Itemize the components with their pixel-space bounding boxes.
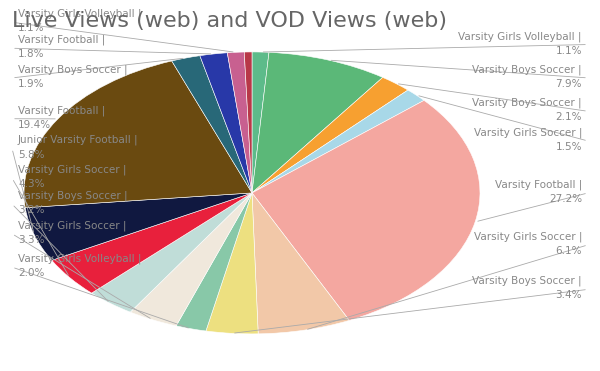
Wedge shape <box>227 52 252 193</box>
Text: 6.1%: 6.1% <box>556 246 582 256</box>
Wedge shape <box>172 56 252 193</box>
Wedge shape <box>176 193 252 331</box>
Wedge shape <box>130 193 252 326</box>
Text: 3.2%: 3.2% <box>18 205 44 215</box>
Wedge shape <box>92 193 252 312</box>
Text: 3.4%: 3.4% <box>556 290 582 301</box>
Wedge shape <box>244 52 252 193</box>
Text: 1.5%: 1.5% <box>556 142 582 152</box>
Text: Varsity Girls Soccer |: Varsity Girls Soccer | <box>473 232 582 242</box>
Wedge shape <box>24 61 252 208</box>
Text: Varsity Boys Soccer |: Varsity Boys Soccer | <box>18 65 128 75</box>
Text: Varsity Girls Volleyball |: Varsity Girls Volleyball | <box>18 254 142 264</box>
Wedge shape <box>252 52 269 193</box>
Wedge shape <box>200 53 252 193</box>
Wedge shape <box>252 78 408 193</box>
Wedge shape <box>252 52 383 193</box>
Text: 1.9%: 1.9% <box>18 79 44 89</box>
Wedge shape <box>252 101 480 321</box>
Text: 7.9%: 7.9% <box>556 79 582 89</box>
Wedge shape <box>25 193 252 260</box>
Wedge shape <box>206 193 258 334</box>
Text: Varsity Boys Soccer |: Varsity Boys Soccer | <box>472 65 582 75</box>
Text: 1.1%: 1.1% <box>18 23 44 33</box>
Text: 2.0%: 2.0% <box>18 268 44 278</box>
Text: Varsity Boys Soccer |: Varsity Boys Soccer | <box>472 276 582 286</box>
Wedge shape <box>52 193 252 293</box>
Text: Varsity Girls Volleyball |: Varsity Girls Volleyball | <box>458 31 582 42</box>
Text: Varsity Girls Volleyball |: Varsity Girls Volleyball | <box>18 9 142 19</box>
Text: 4.3%: 4.3% <box>18 179 44 189</box>
Text: Varsity Boys Soccer |: Varsity Boys Soccer | <box>472 98 582 108</box>
Text: 1.1%: 1.1% <box>556 46 582 56</box>
Wedge shape <box>252 90 424 193</box>
Text: Live Views (web) and VOD Views (web): Live Views (web) and VOD Views (web) <box>12 11 447 31</box>
Text: Varsity Football |: Varsity Football | <box>18 105 106 116</box>
Text: 2.1%: 2.1% <box>556 112 582 122</box>
Text: 19.4%: 19.4% <box>18 120 51 130</box>
Text: Junior Varsity Football |: Junior Varsity Football | <box>18 135 139 145</box>
Text: Varsity Girls Soccer |: Varsity Girls Soccer | <box>473 128 582 138</box>
Text: 5.8%: 5.8% <box>18 150 44 160</box>
Text: 27.2%: 27.2% <box>549 194 582 204</box>
Text: Varsity Girls Soccer |: Varsity Girls Soccer | <box>18 220 127 231</box>
Text: Varsity Girls Soccer |: Varsity Girls Soccer | <box>18 165 127 175</box>
Text: 3.3%: 3.3% <box>18 235 44 245</box>
Wedge shape <box>252 193 349 334</box>
Text: 1.8%: 1.8% <box>18 49 44 59</box>
Text: Varsity Football |: Varsity Football | <box>18 35 106 45</box>
Text: Varsity Boys Soccer |: Varsity Boys Soccer | <box>18 191 128 201</box>
Text: Varsity Football |: Varsity Football | <box>494 180 582 190</box>
